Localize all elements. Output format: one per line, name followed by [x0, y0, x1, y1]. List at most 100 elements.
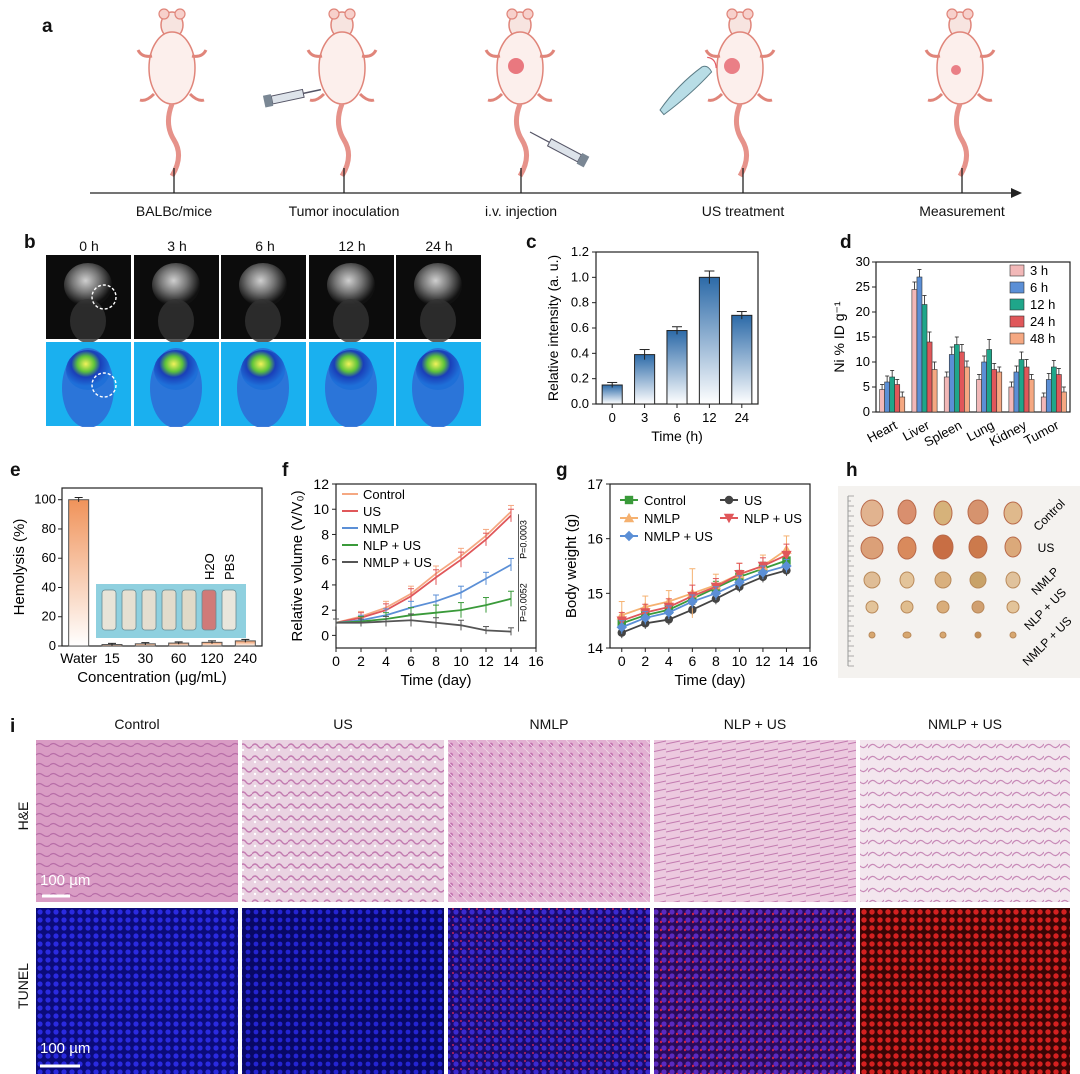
bar — [948, 354, 955, 413]
point — [623, 512, 635, 523]
bar — [976, 379, 982, 413]
gray-image-12h — [309, 255, 394, 343]
fluo-image-0h — [46, 342, 131, 427]
x-tick-label: Water — [60, 650, 97, 666]
y-tick-label: 16 — [587, 531, 603, 547]
legend-swatch — [1009, 281, 1025, 294]
y-tick-label: 0.0 — [571, 396, 589, 411]
y-axis-label: Relative intensity (a. u.) — [545, 255, 561, 401]
tube — [221, 589, 237, 631]
time-label: 12 h — [338, 238, 366, 254]
y-tick-label: 20 — [42, 609, 56, 624]
panel-label-h: h — [846, 460, 858, 481]
y-tick-label: 15 — [587, 585, 603, 601]
bar — [634, 354, 656, 405]
tumor-marker — [91, 284, 117, 310]
x-tick-label: 2 — [357, 653, 365, 669]
timeline-step: BALBc/mice — [135, 203, 213, 219]
legend-label: 6 h — [1030, 280, 1048, 295]
scale-bar-label: 100 µm — [40, 872, 91, 889]
mouse-4 — [706, 9, 774, 176]
point — [663, 607, 675, 618]
syringe-icon — [262, 88, 322, 108]
inset-label-pbs: PBS — [222, 554, 237, 580]
x-tick-label: 2 — [641, 653, 649, 669]
plot-frame — [609, 483, 811, 649]
tunel-image-nmlp — [448, 908, 650, 1074]
x-tick-label: 8 — [712, 653, 720, 669]
mouse-3 — [486, 9, 554, 176]
gray-image-3h — [134, 255, 219, 343]
legend-label: Control — [644, 493, 686, 508]
tube — [201, 589, 217, 631]
legend-label: US — [363, 504, 381, 519]
bar — [911, 289, 918, 413]
timeline-step: Tumor inoculation — [288, 203, 400, 219]
x-tick-label: 14 — [779, 653, 795, 669]
timeline-step: Measurement — [919, 203, 1005, 219]
bar — [926, 341, 933, 413]
gray-image-24h — [396, 255, 481, 343]
y-tick-label: 10 — [313, 501, 329, 517]
y-tick-label: 17 — [587, 476, 603, 492]
legend-label: NLP + US — [744, 511, 802, 526]
he-image-control — [36, 740, 238, 902]
histology-column-label: NMLP — [529, 716, 569, 732]
fluo-image-24h — [396, 342, 481, 427]
legend-swatch — [1009, 332, 1025, 345]
y-tick-label: 4 — [321, 577, 329, 593]
bar — [1045, 379, 1052, 413]
y-axis-label: Body weight (g) — [563, 514, 580, 618]
mouse-1 — [138, 9, 206, 176]
y-tick-label: 0.8 — [571, 295, 589, 310]
y-tick-label: 14 — [587, 640, 603, 656]
time-label: 6 h — [255, 238, 275, 254]
tunel-image-nlp-us — [654, 908, 856, 1074]
tumors-nmlp-us — [868, 631, 1017, 639]
y-tick-label: 0.6 — [571, 320, 589, 335]
panel-label-a: a — [42, 16, 53, 37]
tumor-row-label: US — [1038, 541, 1055, 555]
bar — [1023, 366, 1030, 413]
legend-label: NMLP + US — [363, 555, 432, 570]
y-tick-label: 30 — [856, 254, 870, 269]
y-tick-label: 1.0 — [571, 269, 589, 284]
x-tick-label: 0 — [618, 653, 626, 669]
point — [687, 596, 698, 607]
bar — [698, 276, 720, 405]
time-label: 3 h — [167, 238, 187, 254]
bar — [964, 366, 970, 413]
point — [664, 615, 674, 624]
x-tick-label: 12 — [702, 410, 716, 425]
tube — [121, 589, 137, 631]
x-tick-label: 3 — [641, 410, 648, 425]
ultrasound-probe-icon — [659, 56, 717, 116]
bar — [731, 314, 753, 405]
legend-label: 3 h — [1030, 263, 1048, 278]
legend-label: NLP + US — [363, 538, 421, 553]
y-tick-label: 0 — [321, 627, 329, 643]
x-tick-label: 12 — [755, 653, 771, 669]
bar — [954, 344, 960, 413]
y-tick-label: 5 — [863, 379, 870, 394]
y-tick-label: 15 — [856, 329, 870, 344]
legend-label: NMLP + US — [644, 529, 713, 544]
tumors-nlp-us — [865, 600, 1020, 614]
legend-label: 48 h — [1030, 331, 1055, 346]
panel-label-d: d — [840, 232, 852, 253]
point — [734, 570, 745, 580]
histology-column-label: NMLP + US — [927, 716, 1003, 732]
x-tick-label: 240 — [234, 650, 258, 666]
bar — [1040, 396, 1047, 413]
point — [781, 550, 792, 561]
tube — [141, 589, 157, 631]
y-tick-label: 80 — [42, 521, 56, 536]
x-tick-label: 6 — [407, 653, 415, 669]
tube — [161, 589, 177, 631]
bar — [894, 384, 901, 413]
series-line — [335, 511, 512, 624]
series-line — [335, 597, 512, 624]
x-axis-label: Concentration (μg/mL) — [77, 669, 227, 686]
bar — [916, 276, 923, 413]
